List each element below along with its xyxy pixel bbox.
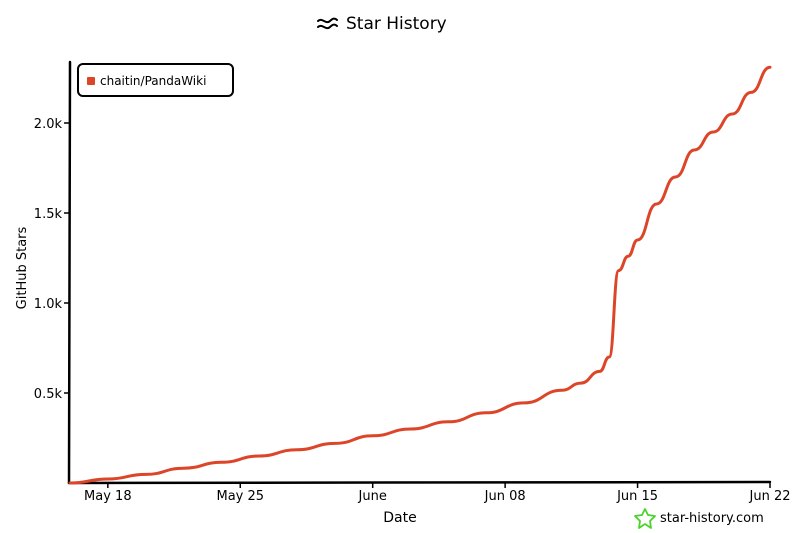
x-tick-label: Jun 08 <box>484 489 526 504</box>
chart-title-group: Star History <box>317 14 447 34</box>
y-tick-label: 1.5k <box>34 207 63 222</box>
x-tick-label: Jun 22 <box>749 489 791 504</box>
watermark-text: star-history.com <box>660 511 764 526</box>
chart-title: Star History <box>346 14 447 34</box>
x-tick-label: June <box>358 489 387 504</box>
x-ticks: May 18 May 25 June Jun 08 Jun 15 Jun 22 <box>84 483 791 504</box>
y-tick-label: 2.0k <box>34 117 63 132</box>
legend-label: chaitin/PandaWiki <box>100 74 206 88</box>
series-line <box>68 65 772 485</box>
wave-icon <box>317 17 338 30</box>
y-tick-label: 0.5k <box>34 387 63 402</box>
star-icon <box>634 508 656 529</box>
axes <box>67 60 772 485</box>
x-tick-label: May 18 <box>84 489 132 504</box>
x-axis-label: Date <box>383 510 416 526</box>
y-axis-line <box>67 60 72 485</box>
x-tick-label: May 25 <box>216 489 264 504</box>
x-axis-line <box>67 480 772 485</box>
series-layer <box>68 65 772 485</box>
legend-swatch <box>87 77 95 85</box>
y-ticks: 0.5k 1.0k 1.5k 2.0k <box>34 117 70 402</box>
y-tick-label: 1.0k <box>34 297 63 312</box>
watermark[interactable]: star-history.com <box>634 508 764 529</box>
x-tick-label: Jun 15 <box>616 489 658 504</box>
legend: chaitin/PandaWiki <box>77 63 234 97</box>
y-axis-label: GitHub Stars <box>15 226 30 309</box>
legend-box <box>77 63 234 97</box>
